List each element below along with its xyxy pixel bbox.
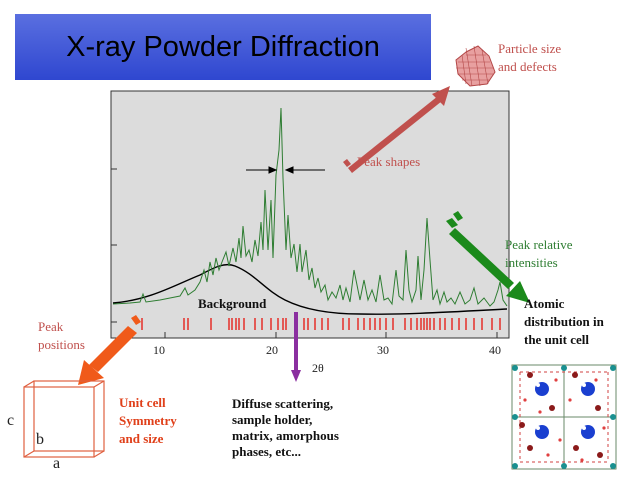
cell-axis-b: b <box>36 431 44 448</box>
x-tick-10: 10 <box>153 343 165 357</box>
crystal-structure <box>511 364 617 470</box>
diffraction-pattern <box>112 107 508 307</box>
unit-cell-label: Unit cell Symmetry and size <box>119 395 177 446</box>
title-bar: X-ray Powder Diffraction <box>15 14 431 80</box>
x-tick-20: 20 <box>266 343 278 357</box>
arrow-peak-intensities <box>446 211 530 303</box>
diffuse-scattering-label: Diffuse scattering, sample holder, matrix,… <box>232 396 339 459</box>
peak-intensities-label: Peak relative intensities <box>505 237 573 270</box>
x-tick-30: 30 <box>377 343 389 357</box>
plot-area <box>110 90 510 339</box>
particle-hatch <box>456 45 494 87</box>
x-tick-40: 40 <box>489 343 501 357</box>
cell-axis-c: c <box>7 412 15 429</box>
atomic-distribution-label: Atomic distribution in the unit cell <box>524 296 604 347</box>
particle-icon <box>455 45 496 87</box>
plot-frame-ticks <box>111 168 498 338</box>
arrow-peak-shapes <box>343 86 450 173</box>
background-curve <box>112 263 508 315</box>
peak-position-ticks <box>141 318 501 330</box>
particle-size-label: Particle size and defects <box>498 41 562 74</box>
peak-shapes-label: Peak shapes <box>357 154 421 169</box>
peak-width-markers <box>246 166 325 174</box>
cell-axis-a: a <box>53 455 61 472</box>
arrow-diffuse <box>291 312 301 382</box>
arrow-peak-positions <box>78 315 141 385</box>
unit-cell-box <box>23 380 105 458</box>
background-label: Background <box>198 296 267 311</box>
page-title: X-ray Powder Diffraction <box>66 31 380 63</box>
x-axis-label: 2θ <box>312 361 324 375</box>
peak-positions-label: Peak positions <box>38 319 85 352</box>
